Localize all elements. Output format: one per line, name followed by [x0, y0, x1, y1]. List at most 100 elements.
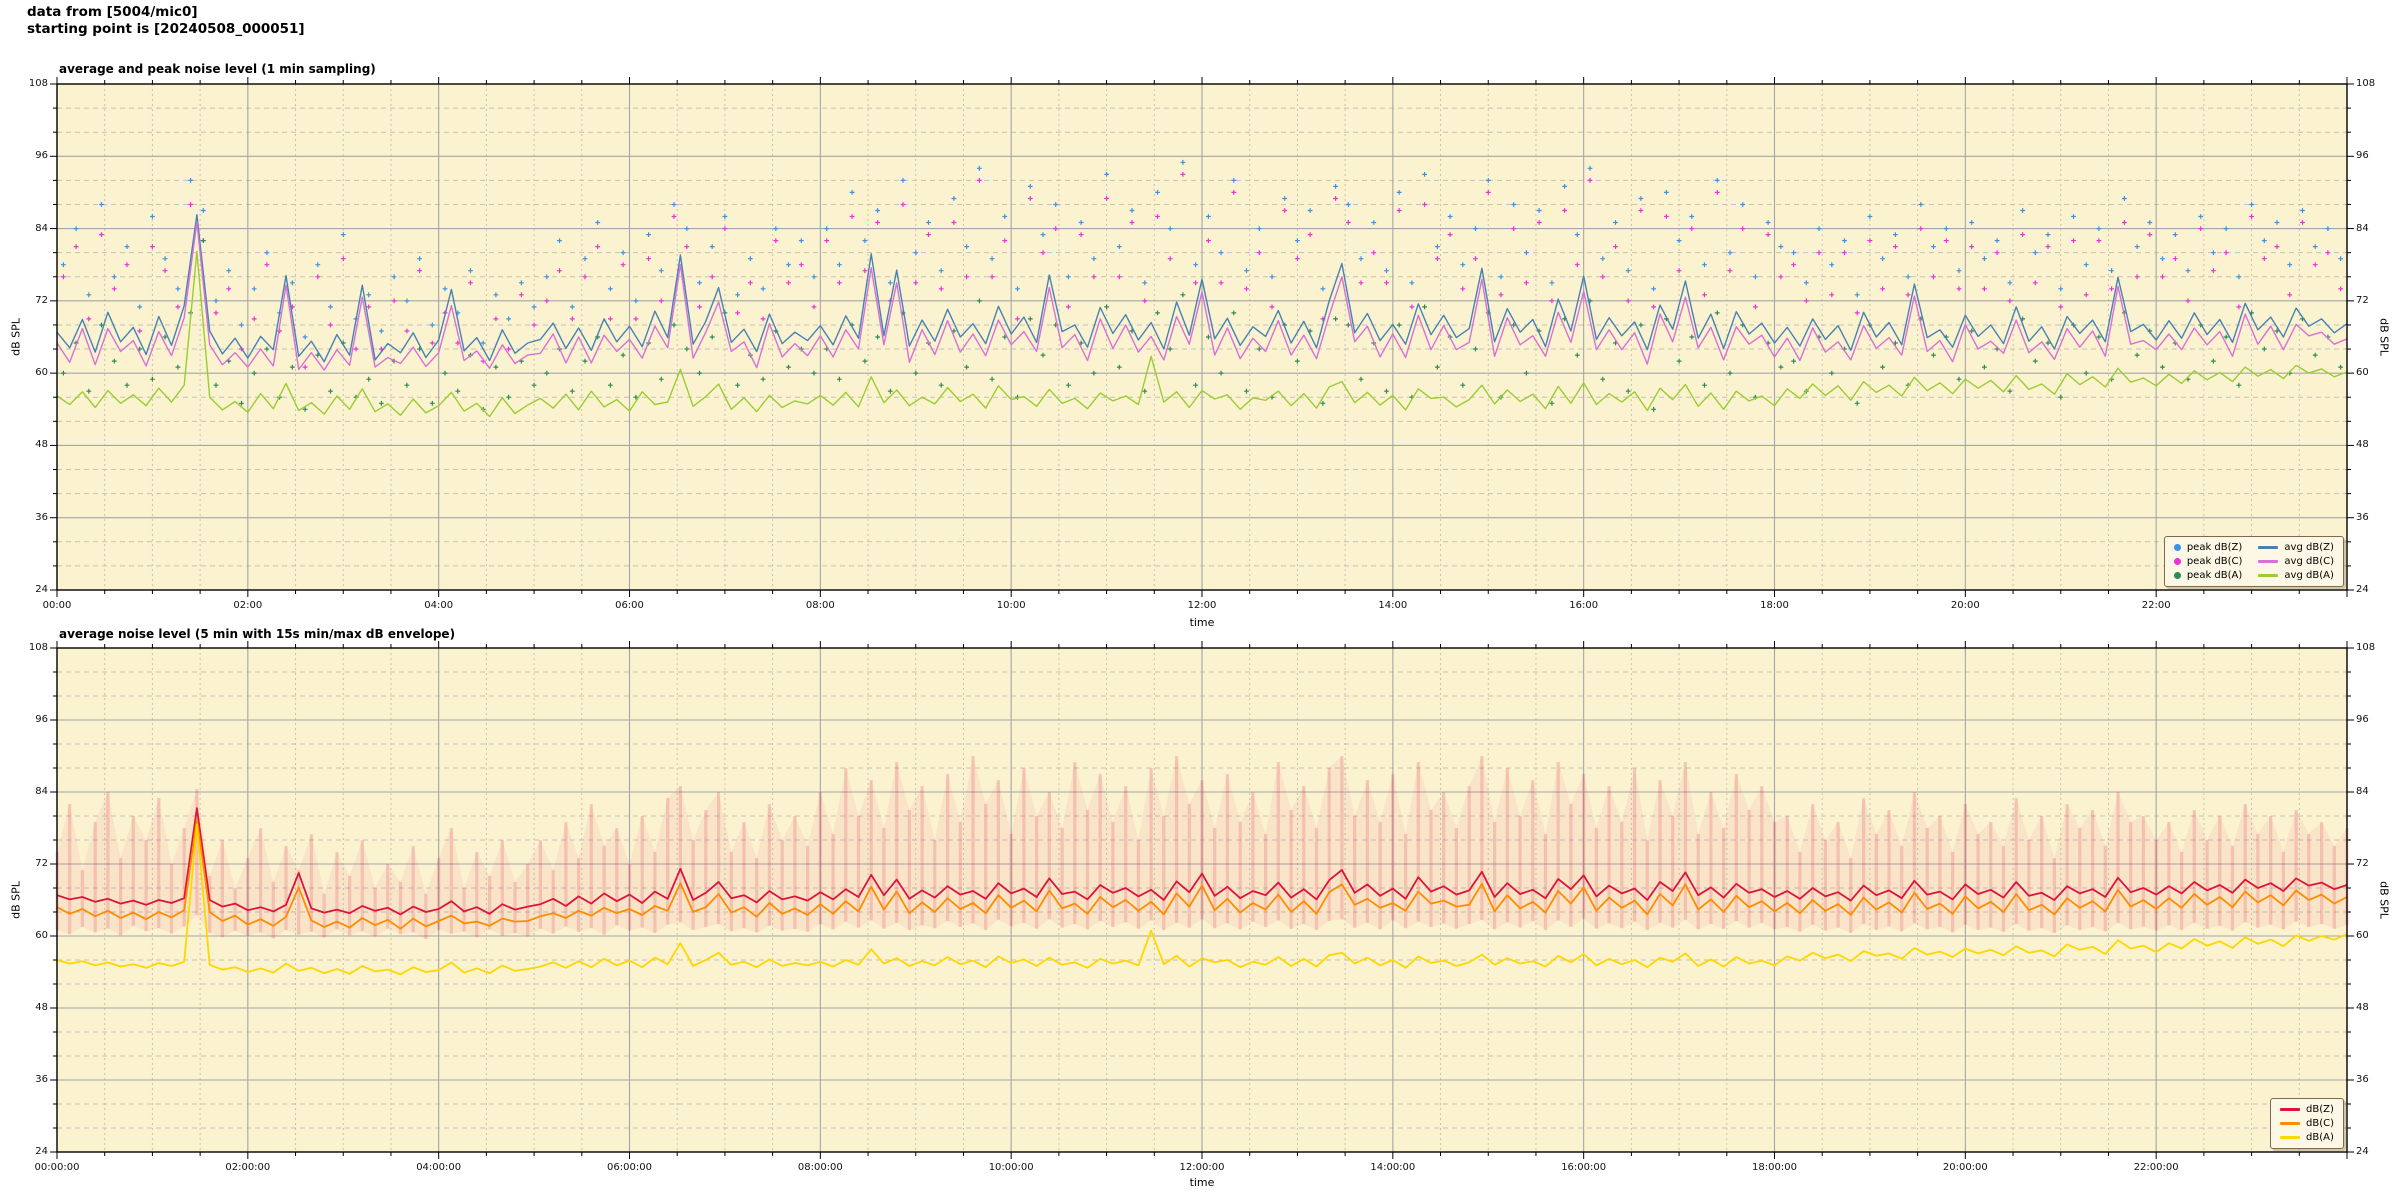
series-avg dB(C)	[56, 221, 2348, 371]
header-line-1: data from [5004/mic0]	[27, 4, 198, 20]
legend-label: peak dB(Z)	[2186, 542, 2243, 553]
tick-label: 12:00	[1187, 600, 1217, 611]
legend-line-marker	[2258, 559, 2279, 564]
tick-label: 00:00:00	[34, 1162, 80, 1173]
chart-bottom-xlabel: time	[1189, 1176, 1215, 1189]
tick-label: 04:00:00	[416, 1162, 462, 1173]
legend-entry: avg dB(A)	[2258, 569, 2334, 582]
series-peak dB(C)	[61, 172, 2343, 370]
tick-label: 84	[35, 222, 48, 234]
tick-label: 36	[2356, 1074, 2369, 1085]
tick-label: 36	[35, 511, 48, 523]
tick-label: 36	[35, 1074, 48, 1085]
tick-label: 48	[2356, 439, 2369, 451]
legend-label: avg dB(Z)	[2284, 542, 2334, 553]
legend-label: avg dB(A)	[2284, 570, 2334, 581]
tick-label: 06:00:00	[607, 1162, 652, 1173]
plot-area-average-noise-envelope: dB(Z) dB(C) dB(A)	[50, 641, 2354, 1159]
tick-label: 12:00:00	[1179, 1162, 1225, 1173]
chart-top-xlabel: time	[1189, 616, 1215, 629]
plot-svg	[50, 77, 2354, 597]
tick-label: 108	[28, 642, 48, 653]
legend-dot-marker	[2173, 544, 2181, 551]
tick-label: 18:00	[1760, 600, 1789, 611]
tick-label: 24	[35, 1146, 48, 1157]
tick-label: 60	[35, 930, 48, 941]
series-dB(Z)	[56, 807, 2348, 916]
chart-top-ylabel-right: dB SPL	[2377, 318, 2391, 356]
tick-label: 06:00	[615, 600, 644, 611]
tick-label: 48	[35, 439, 48, 451]
series-dB(C)	[56, 818, 2348, 930]
tick-label: 72	[35, 294, 48, 306]
legend-label: peak dB(C)	[2186, 556, 2243, 567]
legend-label: dB(A)	[2306, 1132, 2334, 1143]
legend-entry: dB(C)	[2280, 1117, 2334, 1130]
plot-svg	[50, 641, 2354, 1159]
legend-line-marker	[2280, 1121, 2300, 1126]
legend: dB(Z) dB(C) dB(A)	[2270, 1098, 2344, 1149]
legend-entry: peak dB(A)	[2173, 569, 2243, 582]
tick-label: 96	[35, 714, 48, 725]
legend-entry: peak dB(Z)	[2173, 541, 2243, 554]
tick-label: 84	[35, 786, 48, 797]
chart-bottom-title: average noise level (5 min with 15s min/…	[59, 627, 456, 641]
legend: peak dB(Z) peak dB(C) peak dB(A) avg dB(Z) a…	[2163, 536, 2344, 587]
legend-entry: avg dB(C)	[2258, 555, 2334, 568]
tick-label: 20:00:00	[1942, 1162, 1988, 1173]
tick-label: 108	[2356, 78, 2376, 89]
legend-line-marker	[2280, 1135, 2300, 1140]
tick-label: 60	[35, 367, 48, 379]
tick-label: 16:00	[1569, 600, 1599, 611]
chart-bottom-ylabel-left: dB SPL	[9, 881, 23, 919]
tick-label: 96	[2356, 150, 2369, 162]
tick-label: 48	[2356, 1002, 2369, 1013]
tick-label: 96	[35, 150, 48, 162]
tick-label: 22:00	[2141, 600, 2171, 611]
tick-label: 108	[2356, 642, 2376, 653]
tick-label: 96	[2356, 714, 2369, 725]
legend-label: peak dB(A)	[2186, 570, 2243, 581]
legend-label: dB(Z)	[2306, 1104, 2334, 1115]
legend-dot-marker	[2173, 558, 2181, 565]
tick-label: 84	[2356, 222, 2369, 234]
legend-entry: peak dB(C)	[2173, 555, 2243, 568]
plot-area-average-peak-noise: peak dB(Z) peak dB(C) peak dB(A) avg dB(Z) a…	[50, 77, 2354, 597]
tick-label: 18:00:00	[1752, 1162, 1797, 1173]
legend-dot-marker	[2173, 572, 2181, 579]
legend-entry: avg dB(Z)	[2258, 541, 2334, 554]
tick-label: 08:00	[805, 600, 835, 611]
chart-bottom-ylabel-right: dB SPL	[2377, 881, 2391, 919]
tick-label: 14:00	[1378, 600, 1408, 611]
tick-label: 108	[28, 78, 48, 89]
tick-label: 02:00	[233, 600, 263, 611]
series-peak dB(Z)	[61, 159, 2343, 346]
tick-label: 14:00:00	[1370, 1162, 1416, 1173]
tick-label: 60	[2356, 930, 2369, 941]
legend-line-marker	[2280, 1107, 2300, 1112]
legend-entry: dB(A)	[2280, 1131, 2334, 1144]
tick-label: 02:00:00	[225, 1162, 271, 1173]
tick-label: 08:00:00	[797, 1162, 843, 1173]
tick-label: 00:00	[42, 600, 72, 611]
tick-label: 24	[2356, 1146, 2369, 1157]
legend-label: dB(C)	[2306, 1118, 2334, 1129]
tick-label: 36	[2356, 511, 2369, 523]
tick-label: 24	[2356, 584, 2369, 595]
legend-line-marker	[2258, 545, 2279, 550]
tick-label: 20:00	[1950, 600, 1980, 611]
tick-label: 04:00	[424, 600, 454, 611]
tick-label: 60	[2356, 367, 2369, 379]
tick-label: 24	[35, 584, 48, 595]
tick-label: 72	[2356, 858, 2369, 869]
header-line-2: starting point is [20240508_000051]	[27, 21, 305, 37]
tick-label: 72	[35, 858, 48, 869]
tick-label: 22:00:00	[2133, 1162, 2179, 1173]
legend-entry: dB(Z)	[2280, 1103, 2334, 1116]
chart-top-title: average and peak noise level (1 min samp…	[59, 62, 376, 76]
series-avg dB(Z)	[56, 213, 2348, 363]
series-peak dB(A)	[61, 238, 2343, 412]
tick-label: 16:00:00	[1561, 1162, 1607, 1173]
legend-label: avg dB(C)	[2284, 556, 2334, 567]
tick-label: 10:00:00	[988, 1162, 1034, 1173]
